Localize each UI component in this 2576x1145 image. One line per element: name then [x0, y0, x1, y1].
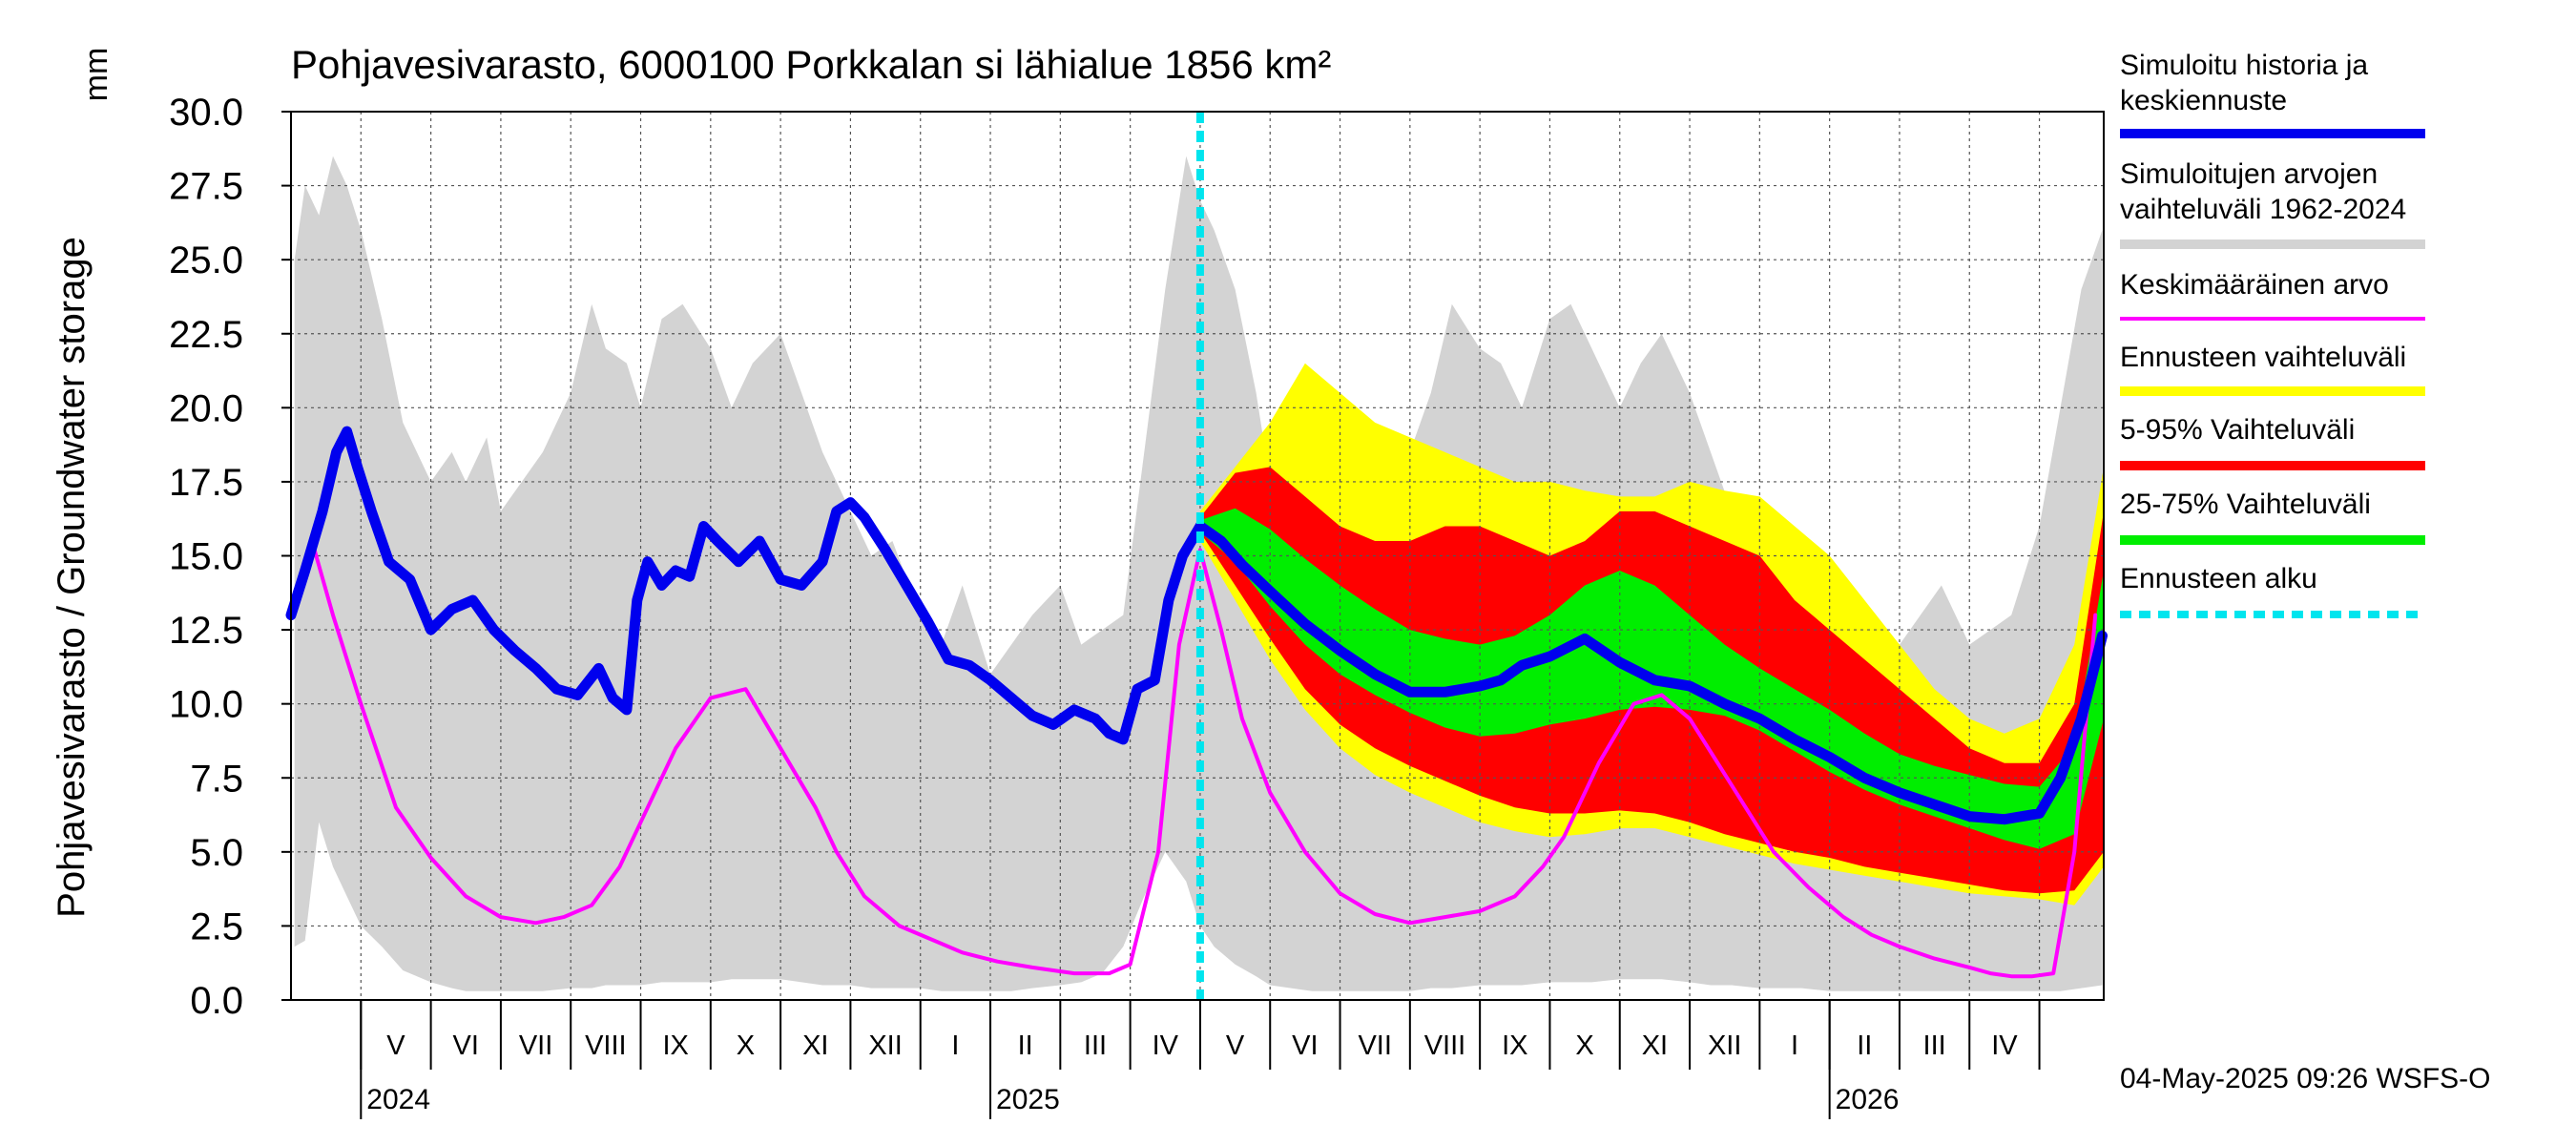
month-label: X — [737, 1030, 755, 1061]
chart-title: Pohjavesivarasto, 6000100 Porkkalan si l… — [291, 42, 1331, 87]
month-label: III — [1923, 1030, 1946, 1061]
month-label: XII — [1708, 1030, 1741, 1061]
year-label: 2025 — [996, 1084, 1060, 1115]
legend-item: 5-95% Vaihteluväli — [2120, 414, 2425, 470]
y-tick-label: 10.0 — [169, 684, 243, 726]
y-tick-label: 22.5 — [169, 314, 243, 356]
month-label: XI — [1642, 1030, 1668, 1061]
month-label: VI — [453, 1030, 479, 1061]
y-tick-label: 12.5 — [169, 610, 243, 652]
month-label: VIII — [1424, 1030, 1466, 1061]
line-keskim-r-inen-arvo — [289, 539, 2098, 979]
month-label: IX — [662, 1030, 688, 1061]
legend-item: Ennusteen alku — [2120, 563, 2425, 618]
year-label: 2024 — [366, 1084, 430, 1115]
month-label: VI — [1292, 1030, 1318, 1061]
plot-area — [285, 111, 2108, 1001]
legend-label: Simuloitu historia ja — [2120, 50, 2368, 81]
legend-label: Keskimääräinen arvo — [2120, 269, 2389, 301]
y-tick-label: 27.5 — [169, 166, 243, 208]
y-tick-label: 25.0 — [169, 239, 243, 281]
month-label: I — [1791, 1030, 1798, 1061]
month-label: II — [1857, 1030, 1872, 1061]
y-axis-label: Pohjavesivarasto / Groundwater storage — [51, 237, 93, 918]
month-label: IX — [1502, 1030, 1527, 1061]
y-tick-label: 2.5 — [190, 906, 243, 947]
legend-item: Keskimääräinen arvo — [2120, 269, 2425, 321]
y-tick-label: 7.5 — [190, 758, 243, 800]
y-tick-label: 5.0 — [190, 832, 243, 874]
month-label: XII — [868, 1030, 902, 1061]
legend-label: 5-95% Vaihteluväli — [2120, 414, 2355, 446]
legend-label: Ennusteen vaihteluväli — [2120, 342, 2406, 373]
month-label: II — [1018, 1030, 1033, 1061]
month-label: I — [951, 1030, 959, 1061]
footer-timestamp: 04-May-2025 09:26 WSFS-O — [2120, 1063, 2491, 1094]
month-label: V — [1226, 1030, 1245, 1061]
year-label: 2026 — [1836, 1084, 1900, 1115]
y-axis: 30.0 27.5 25.0 22.5 20.0 17.5 15.0 12.5 10.0 7.5 5… — [169, 92, 291, 1022]
x-axis: V VI VII VIII IX X XI XII I II III IV V VI VII VIII IX X X… — [360, 1000, 2041, 1119]
legend-label: Ennusteen alku — [2120, 563, 2317, 594]
legend-item: Ennusteen vaihteluväli — [2120, 342, 2425, 396]
legend-label: Simuloitujen arvojen — [2120, 158, 2378, 190]
month-label: III — [1084, 1030, 1107, 1061]
month-label: VII — [519, 1030, 552, 1061]
y-tick-label: 15.0 — [169, 536, 243, 578]
legend-item: Simuloitujen arvojen vaihteluväli 1962-20… — [2120, 158, 2425, 249]
y-tick-label: 0.0 — [190, 980, 243, 1022]
legend-item: Simuloitu historia ja keskiennuste — [2120, 50, 2425, 138]
month-label: X — [1575, 1030, 1593, 1061]
y-tick-label: 30.0 — [169, 92, 243, 134]
month-label: VII — [1358, 1030, 1391, 1061]
legend-label: keskiennuste — [2120, 85, 2287, 116]
legend-label: 25-75% Vaihteluväli — [2120, 489, 2371, 520]
y-tick-label: 20.0 — [169, 387, 243, 429]
month-label: IV — [1991, 1030, 2018, 1061]
y-axis-unit: mm — [78, 48, 114, 102]
legend-item: 25-75% Vaihteluväli — [2120, 489, 2425, 545]
month-label: XI — [802, 1030, 828, 1061]
legend-label: vaihteluväli 1962-2024 — [2120, 194, 2406, 225]
month-label: V — [386, 1030, 405, 1061]
month-label: VIII — [585, 1030, 627, 1061]
legend: Simuloitu historia jakeskiennusteSimuloi… — [2120, 50, 2425, 618]
month-label: IV — [1153, 1030, 1179, 1061]
y-tick-label: 17.5 — [169, 462, 243, 504]
line-simuloitu-historia-ja-keskiennuste — [285, 426, 2108, 825]
